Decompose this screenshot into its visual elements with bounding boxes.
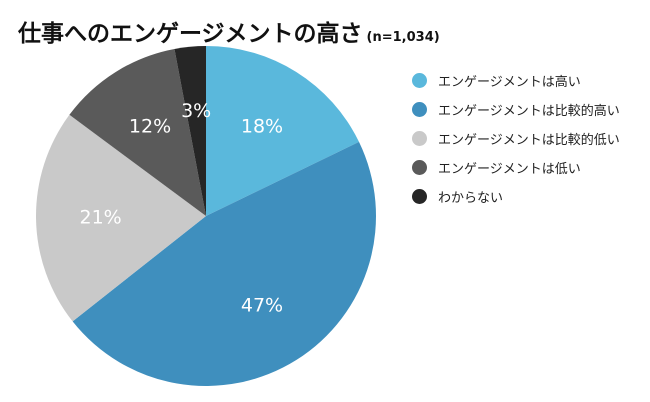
- legend-label-2: エンゲージメントは比較的低い: [438, 133, 620, 148]
- legend-item-0: エンゲージメントは高い: [412, 70, 620, 91]
- legend-swatch-1: [412, 102, 427, 117]
- pie-slice-2: [36, 114, 206, 322]
- chart-title: 仕事へのエンゲージメントの高さ (n=1,034): [18, 14, 440, 48]
- chart-title-text: 仕事へのエンゲージメントの高さ: [18, 21, 363, 47]
- legend-item-1: エンゲージメントは比較的高い: [412, 99, 620, 120]
- legend-label-3: エンゲージメントは低い: [438, 162, 581, 177]
- slice-label-1: 47%: [241, 294, 283, 316]
- legend-swatch-4: [412, 189, 427, 204]
- pie-slice-3: [69, 48, 206, 216]
- legend: エンゲージメントは高いエンゲージメントは比較的高い エンゲージメントは比較的低いエ…: [412, 70, 620, 215]
- slice-label-3: 12%: [129, 116, 171, 138]
- legend-item-2: エンゲージメントは比較的低い: [412, 128, 620, 149]
- legend-label-0: エンゲージメントは高い: [438, 75, 581, 90]
- pie-slice-1: [72, 141, 377, 387]
- slice-label-0: 18%: [241, 116, 283, 138]
- legend-label-1: エンゲージメントは比較的高い: [438, 104, 620, 119]
- legend-item-3: エンゲージメントは低い: [412, 157, 620, 178]
- legend-item-4: わからない: [412, 186, 620, 207]
- legend-swatch-2: [412, 131, 427, 146]
- legend-swatch-3: [412, 160, 427, 175]
- pie-slice-4: [174, 46, 206, 216]
- slice-label-4: 3%: [181, 100, 211, 122]
- legend-swatch-0: [412, 73, 427, 88]
- legend-label-4: わからない: [438, 191, 504, 206]
- sample-size-note: (n=1,034): [366, 30, 440, 45]
- slice-label-2: 21%: [79, 207, 121, 229]
- pie-slice-0: [206, 46, 360, 216]
